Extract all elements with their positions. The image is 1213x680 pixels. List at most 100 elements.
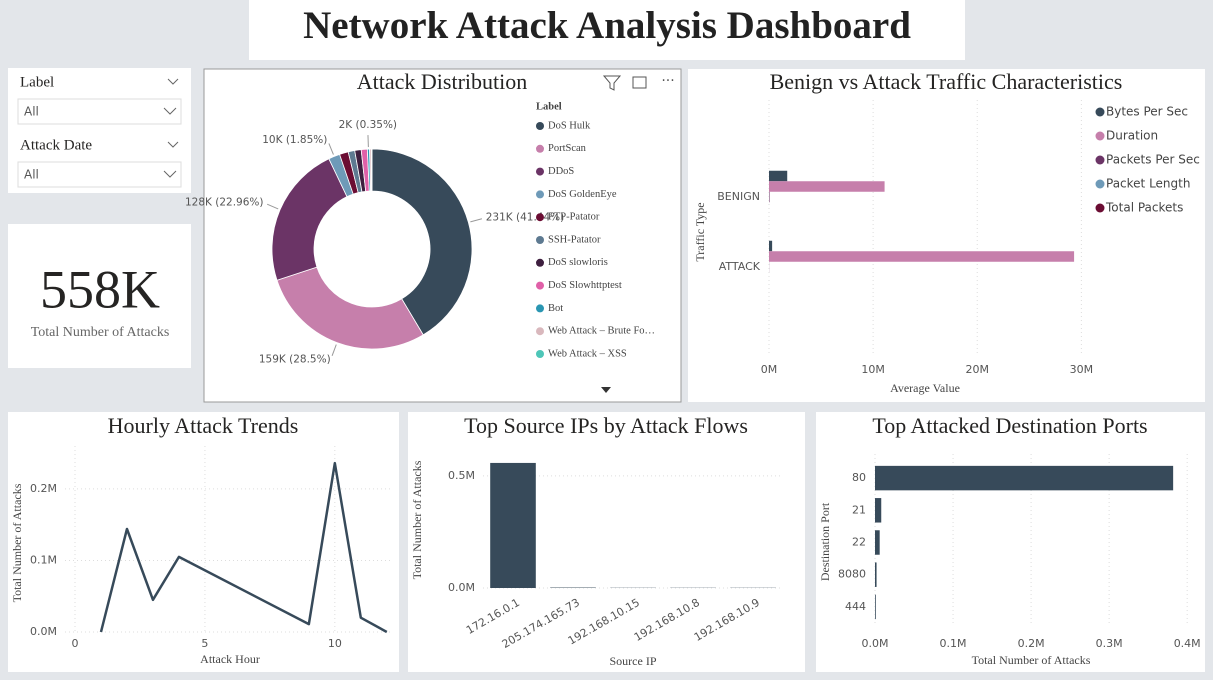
- data-label: 159K (28.5%): [259, 354, 331, 366]
- chart-title: Benign vs Attack Traffic Characteristics: [770, 69, 1123, 94]
- legend-marker: [536, 327, 544, 336]
- y-tick-label: 444: [845, 600, 866, 613]
- legend-label: Web Attack – Brute Fo…: [548, 326, 655, 337]
- port-panel: [816, 412, 1205, 672]
- legend-label: Web Attack – XSS: [548, 348, 627, 359]
- chart-title: Top Source IPs by Attack Flows: [464, 413, 748, 438]
- x-axis-label: Total Number of Attacks: [972, 653, 1091, 667]
- y-tick-label: 8080: [838, 568, 866, 581]
- x-tick-label: 10M: [861, 363, 885, 376]
- donut-slice: [370, 148, 373, 192]
- bar: [875, 562, 877, 587]
- legend-marker: [536, 304, 544, 313]
- y-axis-label: Total Number of Attacks: [10, 483, 24, 602]
- legend-label: Bot: [548, 303, 563, 314]
- chart-title: Hourly Attack Trends: [108, 413, 299, 438]
- donut-slice: [371, 148, 473, 336]
- legend-label: Packets Per Sec: [1106, 153, 1200, 167]
- chevron: [163, 107, 177, 115]
- more-icon[interactable]: ···: [661, 73, 674, 89]
- x-axis-label: Attack Hour: [200, 652, 260, 666]
- bar: [769, 251, 1075, 262]
- y-tick-label: ATTACK: [719, 260, 761, 273]
- y-tick-label: 80: [852, 471, 866, 484]
- x-tick-label: 30M: [1070, 363, 1094, 376]
- legend-marker: [1095, 131, 1105, 141]
- x-tick-label: 20M: [966, 363, 990, 376]
- legend-marker: [536, 144, 544, 153]
- chart-title: Attack Distribution: [357, 69, 527, 94]
- chart-title: Top Attacked Destination Ports: [872, 413, 1147, 438]
- legend-scroll[interactable]: [601, 387, 611, 393]
- legend-label: DDoS: [548, 166, 574, 177]
- legend-marker: [1095, 107, 1105, 117]
- card-panel: [8, 224, 191, 368]
- y-axis-label: Destination Port: [818, 502, 832, 581]
- leader-line: [470, 218, 483, 223]
- dropdown[interactable]: [17, 161, 182, 188]
- ip-panel: [408, 412, 805, 672]
- y-tick-label: 0.2M: [30, 482, 57, 495]
- data-label: 10K (1.85%): [262, 134, 327, 146]
- legend-marker: [536, 122, 544, 130]
- legend-label: Bytes Per Sec: [1106, 105, 1188, 119]
- legend-marker: [1095, 155, 1105, 165]
- card-label: Total Number of Attacks: [31, 325, 170, 340]
- legend-title: Label: [536, 101, 562, 112]
- data-label: 128K (22.96%): [185, 197, 264, 209]
- leader-line: [266, 203, 279, 210]
- x-tick-label: 5: [201, 637, 208, 650]
- legend-label: Packet Length: [1106, 177, 1190, 191]
- legend-label: SSH-Patator: [548, 234, 601, 245]
- legend-label: PortScan: [548, 143, 587, 154]
- y-axis-label: Traffic Type: [693, 202, 707, 261]
- filter-icon[interactable]: [602, 75, 622, 91]
- y-tick-label: 0.1M: [30, 553, 57, 566]
- legend-label: DoS GoldenEye: [548, 189, 617, 200]
- legend-marker: [1095, 203, 1105, 213]
- data-label: 231K (41.44%): [486, 212, 565, 224]
- bar: [875, 530, 880, 555]
- bar: [875, 498, 882, 523]
- slicer-label: Label: [20, 74, 54, 90]
- leader-line: [328, 143, 334, 155]
- slicer-label: Attack Date: [20, 137, 92, 153]
- y-tick-label: 21: [852, 503, 866, 516]
- x-tick-label: 0.2M: [1018, 637, 1045, 650]
- x-tick-label: 10: [328, 637, 342, 650]
- legend-label: FTP-Patator: [548, 212, 600, 223]
- legend-marker: [536, 213, 544, 222]
- legend-marker: [536, 190, 544, 199]
- x-tick-label: 0.4M: [1174, 637, 1201, 650]
- y-tick-label: 0.5M: [448, 469, 475, 482]
- x-tick-label: 0.3M: [1096, 637, 1123, 650]
- bar: [769, 240, 773, 252]
- y-tick-label: 22: [852, 536, 866, 549]
- leader-line: [331, 344, 337, 356]
- line-series: [99, 461, 388, 634]
- bar: [769, 181, 885, 192]
- bar: [875, 465, 1174, 491]
- hourly-panel: [8, 412, 399, 672]
- x-axis-label: Average Value: [890, 381, 960, 395]
- legend-marker: [536, 350, 544, 358]
- title-box: [249, 0, 965, 60]
- x-tick-label: 0.0M: [862, 637, 889, 650]
- y-tick-label: BENIGN: [717, 190, 760, 203]
- x-tick-label: 0M: [761, 363, 778, 376]
- legend-marker: [536, 281, 544, 290]
- legend-label: DoS slowloris: [548, 257, 608, 268]
- legend-marker: [1095, 179, 1105, 189]
- chevron: [167, 141, 179, 148]
- x-axis-label: Source IP: [610, 654, 657, 668]
- chevron: [163, 170, 177, 178]
- dashboard-title: Network Attack Analysis Dashboard: [303, 4, 911, 47]
- legend-label: DoS Slowhttptest: [548, 280, 622, 291]
- dropdown[interactable]: [17, 98, 182, 125]
- focus-icon[interactable]: [632, 76, 647, 89]
- y-tick-label: 0.0M: [448, 581, 475, 594]
- legend-marker: [536, 167, 544, 176]
- legend-marker: [536, 236, 544, 244]
- bar: [769, 170, 788, 182]
